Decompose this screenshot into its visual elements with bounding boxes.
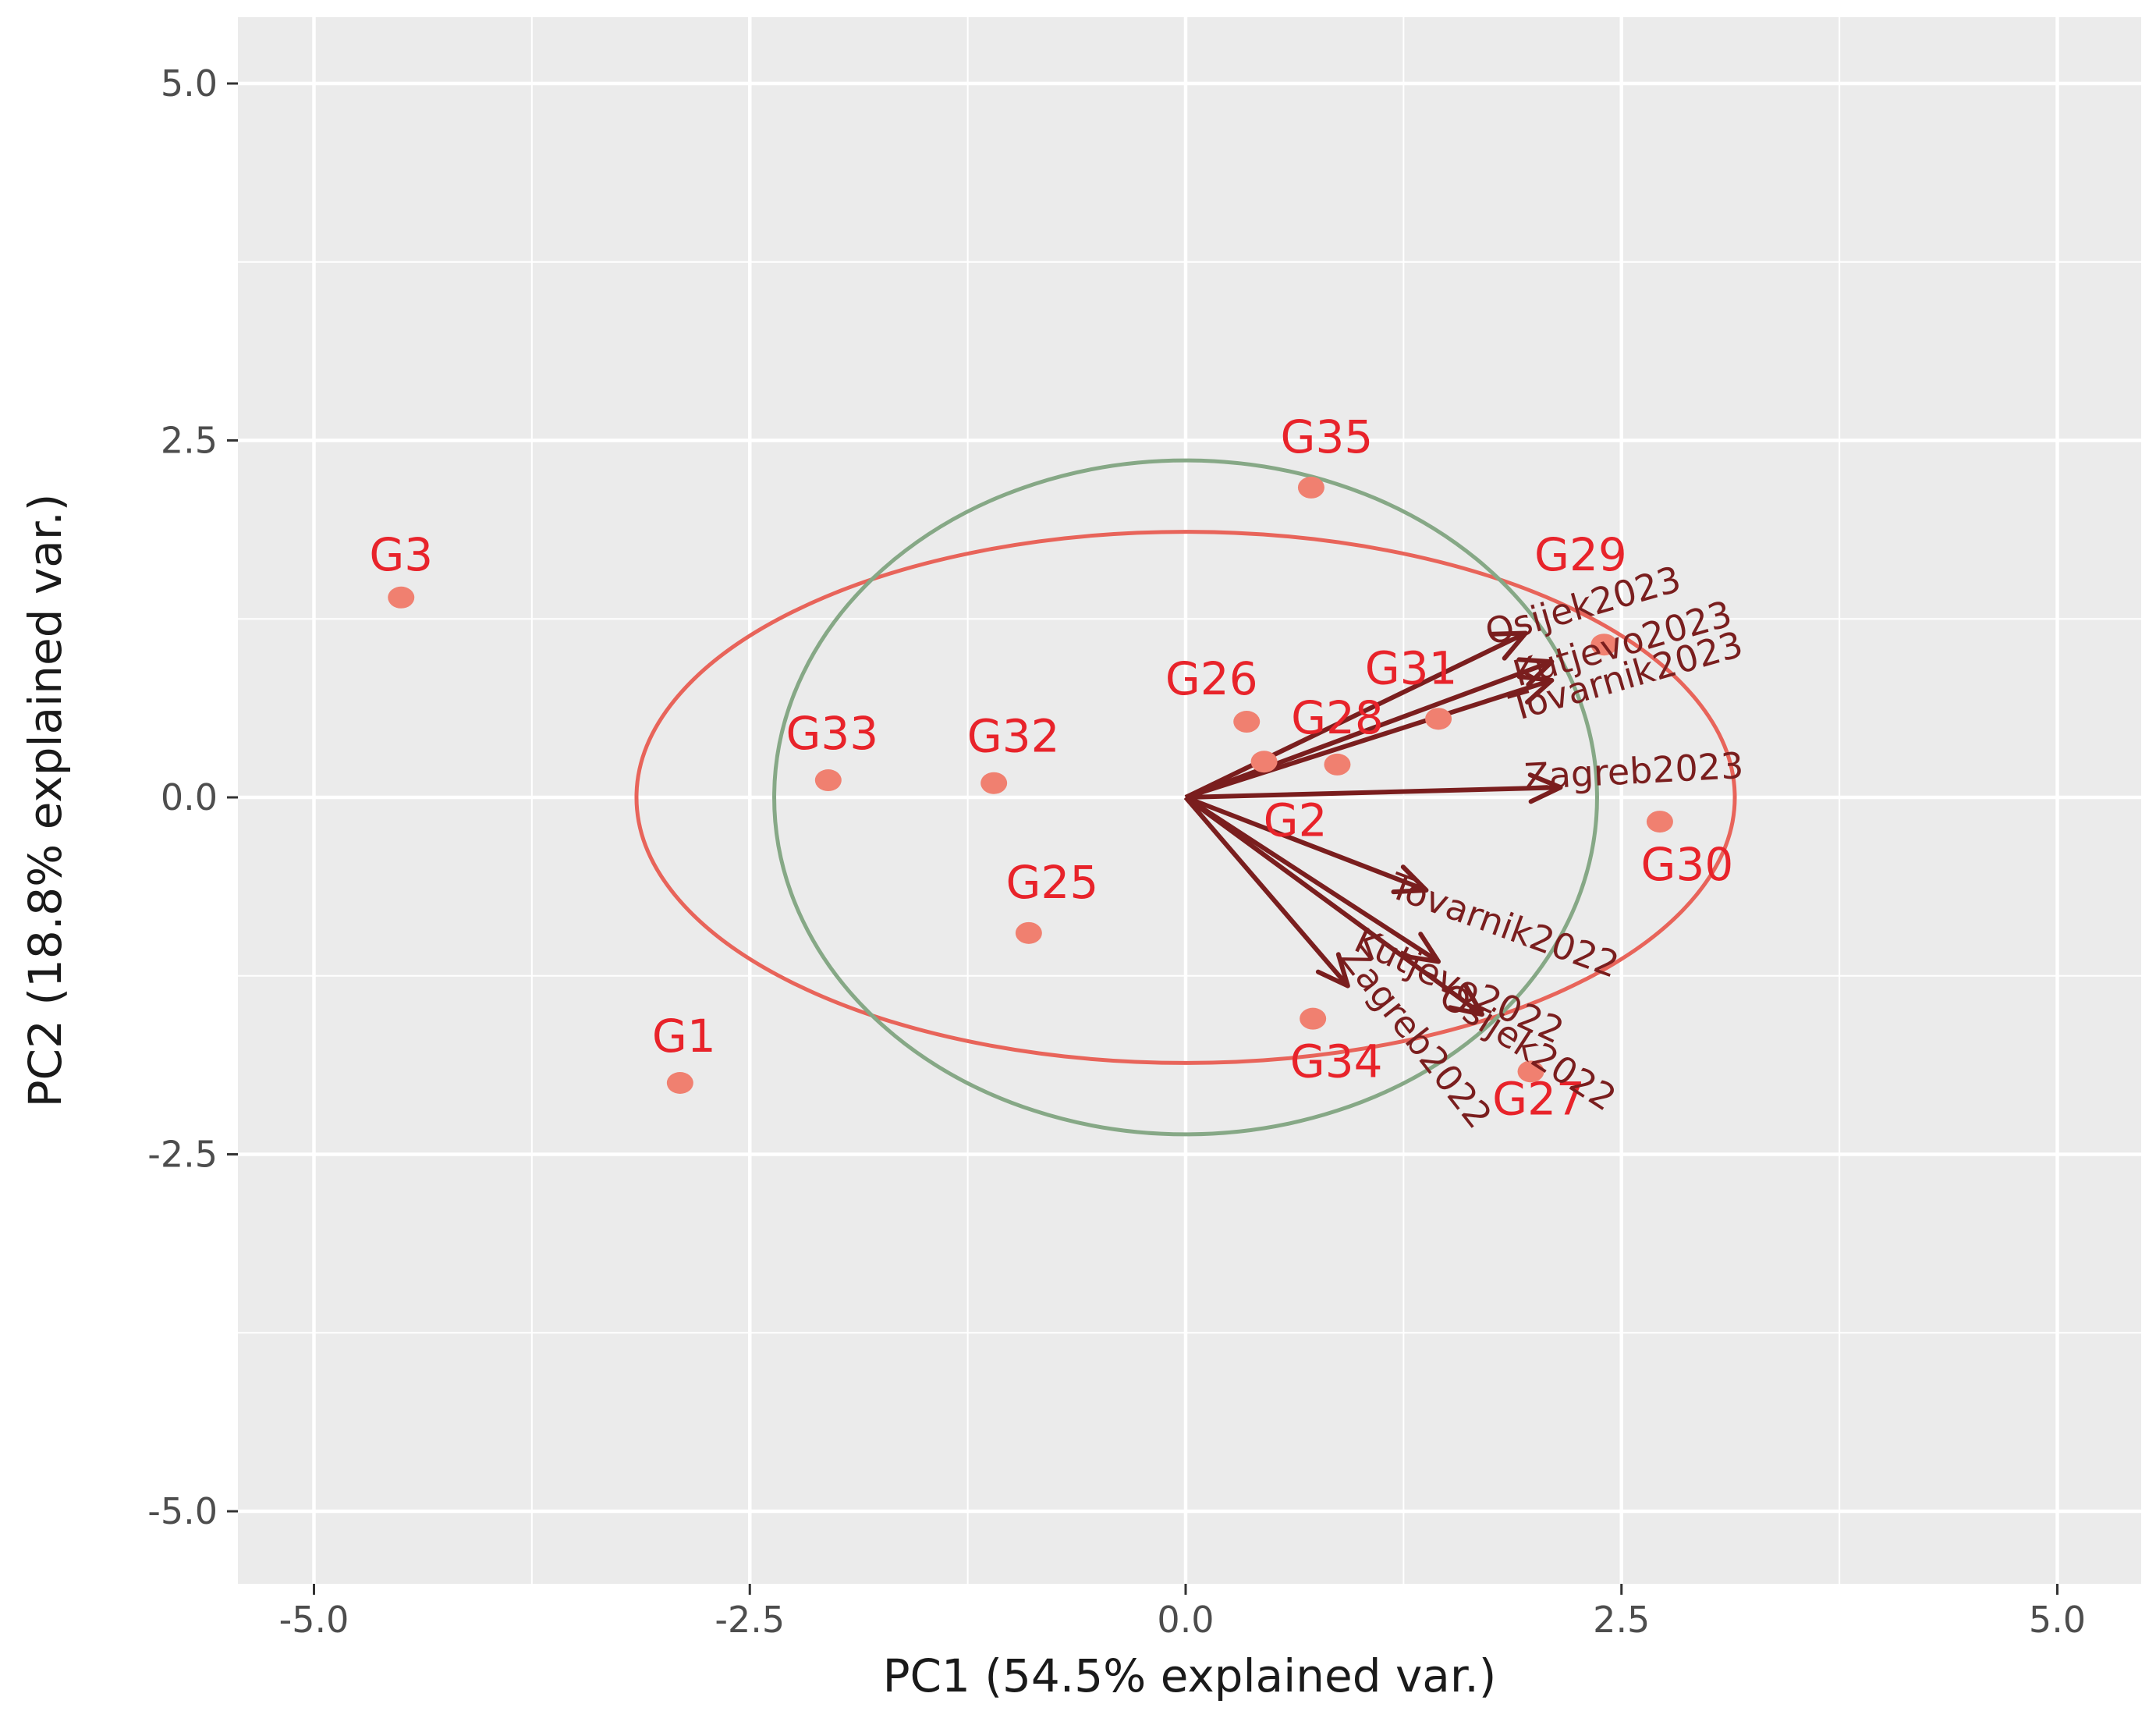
point-label-g3: G3 bbox=[369, 528, 433, 581]
y-tick-label: 0.0 bbox=[161, 776, 218, 818]
loading-arrow-tovarnik2023-head bbox=[1516, 674, 1555, 705]
x-tick-label: 2.5 bbox=[1593, 1599, 1650, 1641]
point-label-g31: G31 bbox=[1365, 641, 1458, 694]
score-point-g31[interactable] bbox=[1425, 708, 1452, 730]
score-point-g25[interactable] bbox=[1015, 921, 1042, 944]
x-axis-title: PC1 (54.5% explained var.) bbox=[883, 1649, 1497, 1702]
loading-arrow-osijek2023-head bbox=[1490, 630, 1528, 661]
point-label-g1: G1 bbox=[652, 1010, 716, 1063]
score-point-g3[interactable] bbox=[388, 586, 415, 609]
loading-arrow-zagreb2023-head bbox=[1527, 772, 1563, 804]
point-label-g34: G34 bbox=[1290, 1035, 1383, 1088]
loading-arrow-tovarnik2023 bbox=[1185, 678, 1553, 800]
point-label-g25: G25 bbox=[1005, 856, 1098, 909]
point-label-g29: G29 bbox=[1534, 528, 1627, 581]
point-labels-layer: G3 G1 G33 G32 G25 G35 G26 G28 G2 G31 G29 G30 G34 G27 bbox=[369, 410, 1733, 1125]
point-label-g35: G35 bbox=[1281, 410, 1374, 463]
y-tick-label: 2.5 bbox=[161, 420, 218, 462]
y-tick-label: -2.5 bbox=[147, 1134, 218, 1176]
x-tick-label: -2.5 bbox=[715, 1599, 785, 1641]
score-point-g29[interactable] bbox=[1590, 634, 1618, 656]
score-point-g1[interactable] bbox=[666, 1072, 693, 1094]
loading-arrow-zagreb2022-head bbox=[1315, 952, 1350, 989]
loading-arrow-tovarnik2022 bbox=[1184, 795, 1427, 893]
x-tick-label: -5.0 bbox=[279, 1599, 349, 1641]
score-point-g2[interactable] bbox=[1250, 751, 1278, 773]
ellipses-layer bbox=[634, 458, 1737, 1137]
point-label-g30: G30 bbox=[1641, 838, 1734, 891]
loading-arrow-kutjevo2023 bbox=[1184, 659, 1553, 800]
loading-arrow-osijek2023 bbox=[1184, 630, 1527, 800]
score-point-g27[interactable] bbox=[1517, 1060, 1544, 1083]
point-label-g28: G28 bbox=[1291, 691, 1384, 744]
group-ellipse bbox=[634, 530, 1737, 1065]
score-point-g26[interactable] bbox=[1233, 711, 1261, 733]
correlation-circle bbox=[772, 458, 1599, 1137]
point-label-g2: G2 bbox=[1264, 793, 1328, 847]
score-point-g34[interactable] bbox=[1300, 1007, 1327, 1030]
point-label-g26: G26 bbox=[1165, 652, 1258, 705]
score-point-g33[interactable] bbox=[814, 769, 842, 792]
loading-arrow-kutjevo2022 bbox=[1184, 795, 1440, 964]
x-tick-label: 5.0 bbox=[2029, 1599, 2086, 1641]
x-tick-label: 0.0 bbox=[1157, 1599, 1214, 1641]
y-tick-label: 5.0 bbox=[161, 62, 218, 105]
point-label-g33: G33 bbox=[785, 707, 878, 760]
point-label-g27: G27 bbox=[1492, 1072, 1585, 1125]
y-axis-title: PC2 (18.8% explained var.) bbox=[19, 494, 72, 1108]
loading-arrow-zagreb2023 bbox=[1185, 785, 1561, 800]
score-points-layer bbox=[388, 476, 1673, 1094]
loading-arrows-layer bbox=[1183, 630, 1563, 1017]
loading-arrow-zagreb2022 bbox=[1183, 796, 1350, 988]
minor-gridlines bbox=[238, 17, 2141, 1584]
score-point-g30[interactable] bbox=[1646, 811, 1673, 833]
score-point-g28[interactable] bbox=[1324, 753, 1351, 776]
loading-arrow-osijek2022-head bbox=[1447, 983, 1484, 1017]
score-point-g35[interactable] bbox=[1297, 476, 1324, 499]
loading-arrow-osijek2022 bbox=[1184, 795, 1484, 1017]
axis-ticks-layer: -5.0 -2.5 0.0 2.5 5.0 5.0 2.5 0.0 -2.5 -5.0 bbox=[147, 62, 2086, 1641]
point-label-g32: G32 bbox=[967, 710, 1060, 763]
loading-arrow-tovarnik2022-head bbox=[1391, 864, 1429, 895]
y-tick-label: -5.0 bbox=[147, 1490, 218, 1532]
loading-arrow-kutjevo2022-head bbox=[1403, 932, 1441, 964]
score-point-g32[interactable] bbox=[980, 772, 1008, 794]
